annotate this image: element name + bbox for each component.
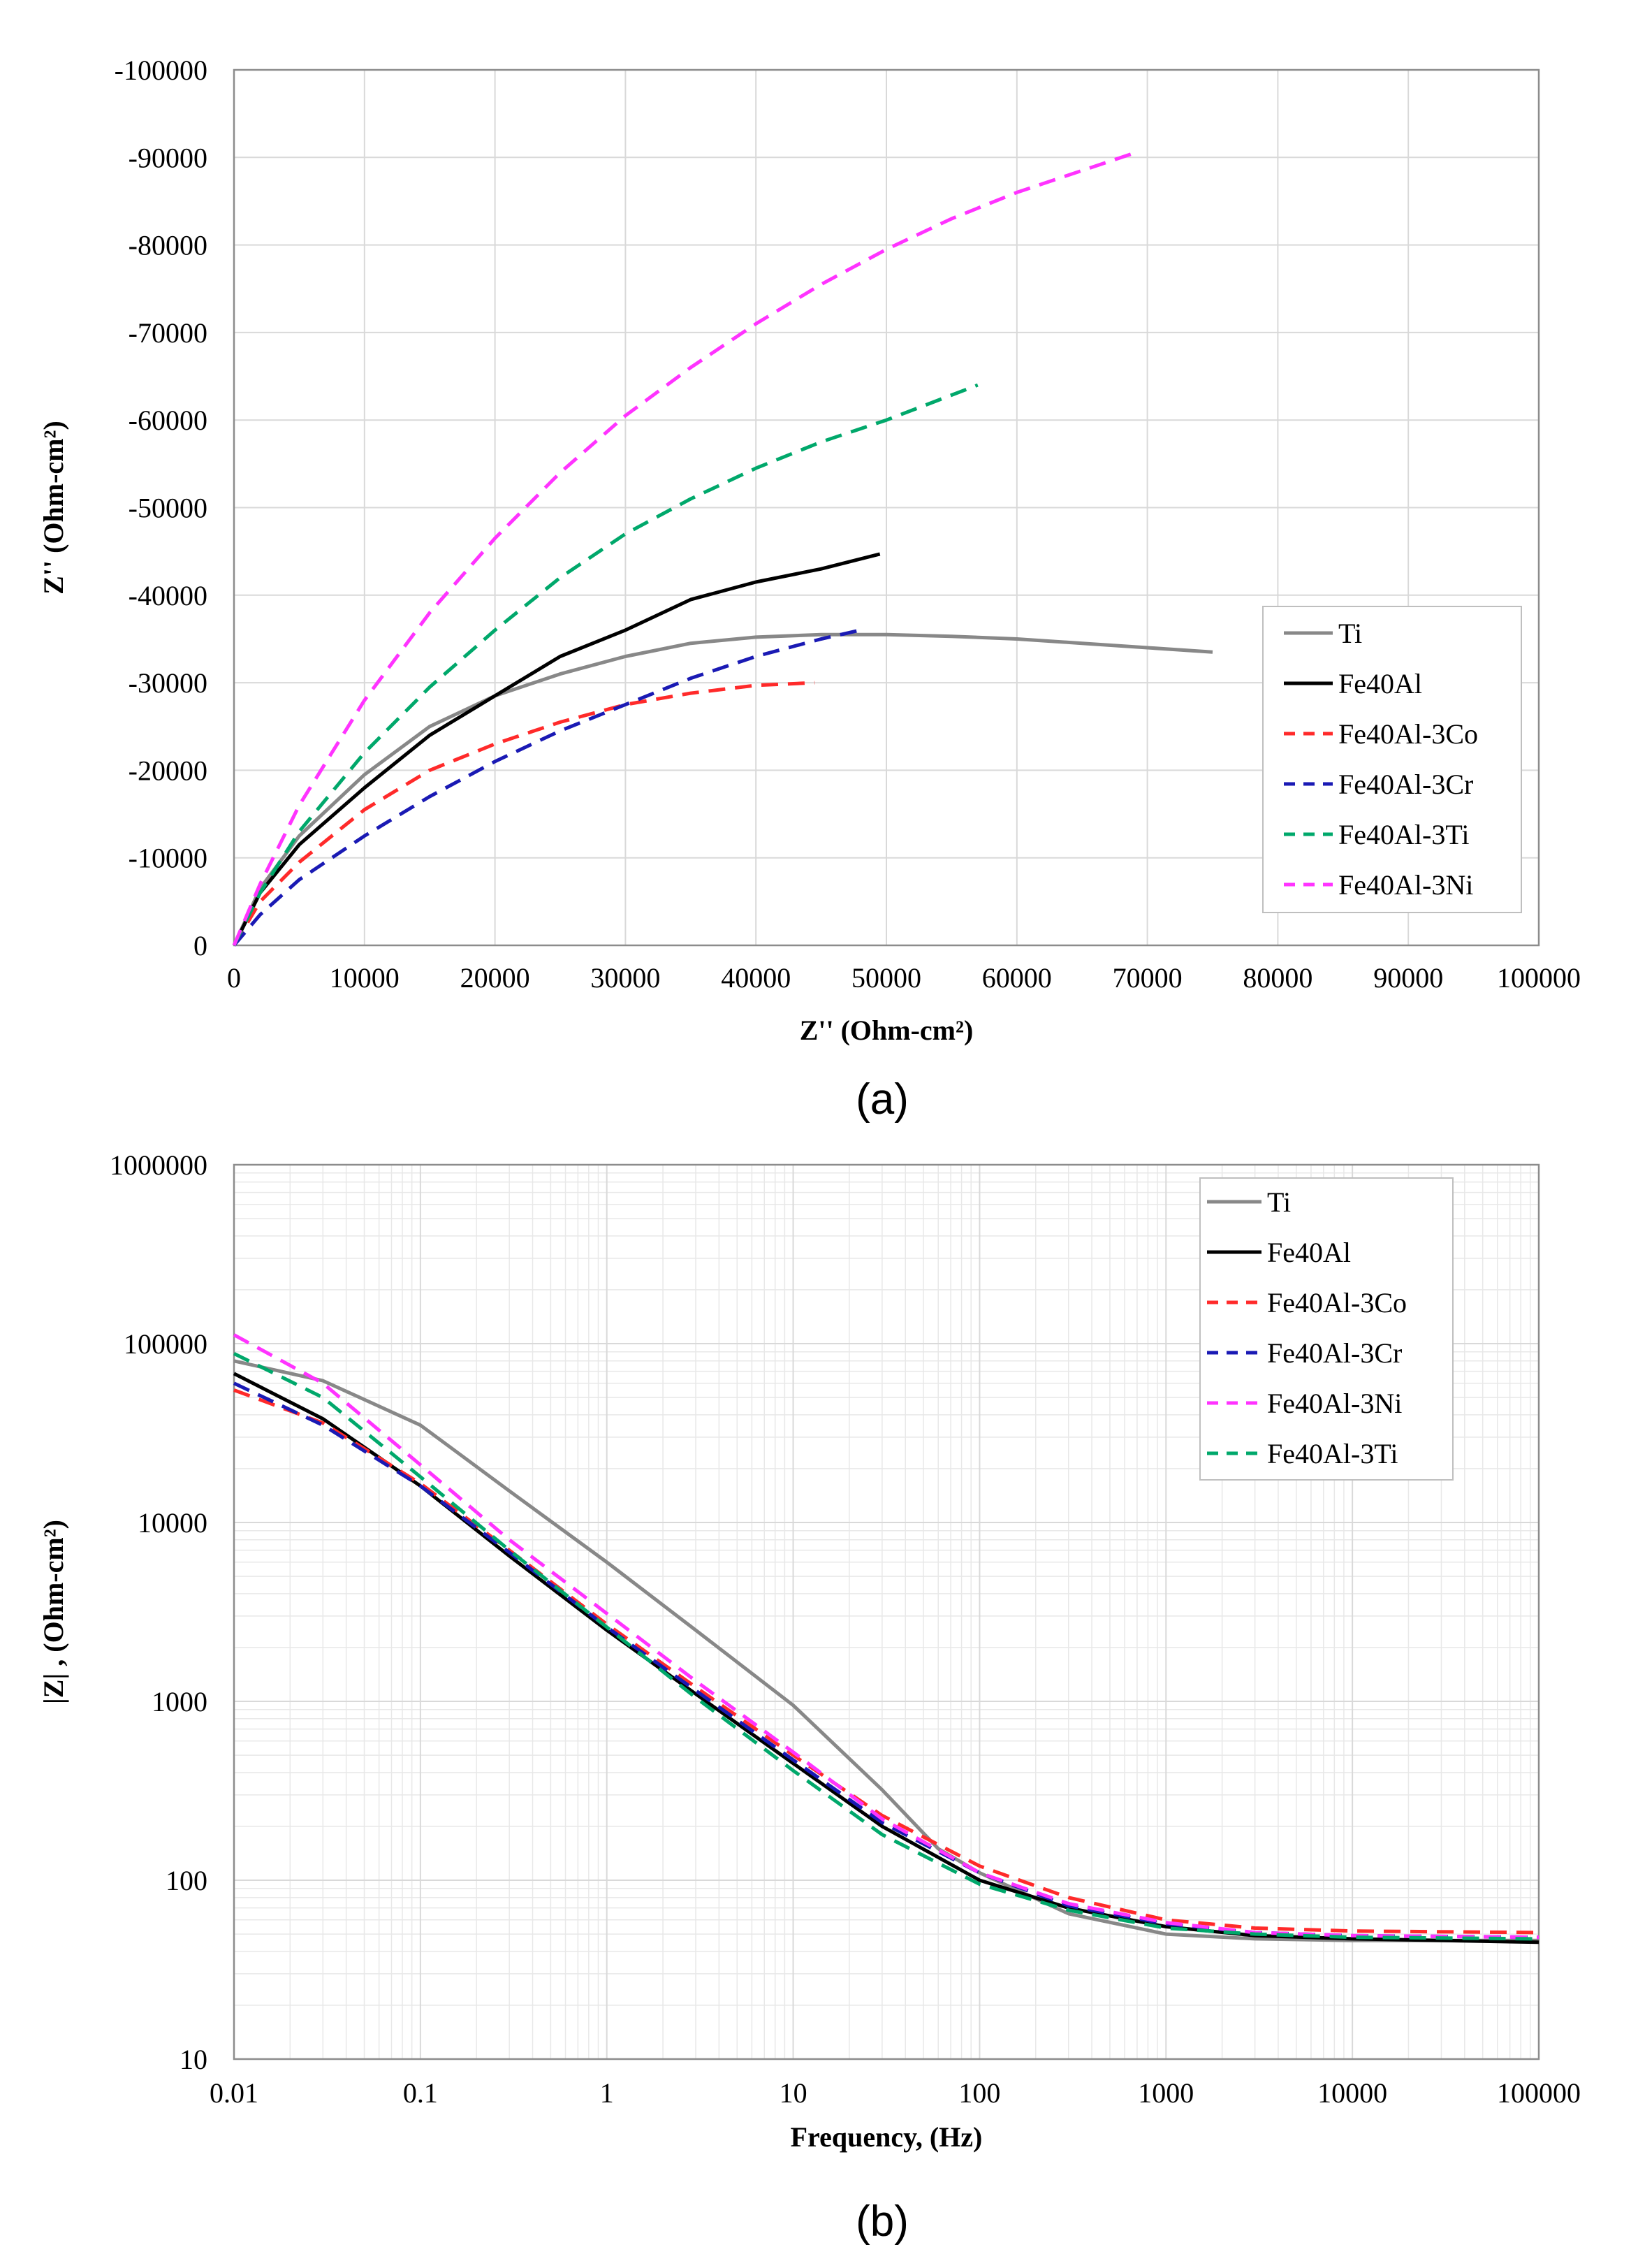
x-tick-label: 1000 <box>1138 2077 1194 2109</box>
series-line-fe40al-3cr <box>233 628 861 947</box>
series-line-ti <box>233 1359 1539 1942</box>
panel-b-bode-chart: 0.01 0.1 1 10 100 1000 10000 100000 10 100 1000 100… <box>38 1149 1581 2246</box>
x-tick-label: 50000 <box>851 962 921 994</box>
legend-label: Ti <box>1338 618 1362 649</box>
y-axis-label: |Z| , (Ohm-cm²) <box>38 1520 69 1704</box>
y-tick-label: -40000 <box>129 580 207 611</box>
series-line-ti <box>232 632 1213 947</box>
x-tick-label: 30000 <box>590 962 660 994</box>
plot-frame <box>233 68 1540 947</box>
legend <box>1199 1177 1454 1481</box>
x-tick-label: 60000 <box>982 962 1052 994</box>
legend-label: Fe40Al-3Cr <box>1338 769 1473 800</box>
y-tick-label: -100000 <box>115 54 207 86</box>
x-tick-label: 0 <box>227 962 241 994</box>
x-tick-label: 0.01 <box>210 2077 258 2109</box>
x-tick-label: 1 <box>600 2077 614 2109</box>
series-line-fe40al-3ti <box>232 383 979 947</box>
y-tick-label: 100000 <box>124 1328 207 1360</box>
y-tick-label: -90000 <box>129 142 207 173</box>
x-axis-label: Z'' (Ohm-cm²) <box>800 1015 974 1046</box>
x-tick-label: 20000 <box>460 962 530 994</box>
x-tick-label: 40000 <box>721 962 791 994</box>
y-tick-label: 10 <box>180 2044 207 2075</box>
x-tick-label: 10000 <box>1317 2077 1387 2109</box>
legend-label: Fe40Al-3Ni <box>1338 869 1473 901</box>
x-tick-label: 70000 <box>1113 962 1183 994</box>
y-tick-label: -60000 <box>129 405 207 436</box>
y-tick-label: -70000 <box>129 317 207 349</box>
y-axis-label: Z'' (Ohm-cm²) <box>38 421 69 595</box>
series-line-fe40al-3co <box>232 681 815 947</box>
y-tick-label: -80000 <box>129 230 207 261</box>
x-tick-label: 100000 <box>1497 2077 1581 2109</box>
series-line-fe40al-3ni <box>232 151 1135 946</box>
y-tick-label: -10000 <box>129 843 207 874</box>
x-tick-label: 80000 <box>1243 962 1312 994</box>
x-tick-label: 10000 <box>330 962 400 994</box>
legend-label: Fe40Al <box>1338 668 1422 699</box>
x-tick-label: 100000 <box>1497 962 1581 994</box>
y-tick-label: 0 <box>193 930 207 961</box>
x-tick-label: 90000 <box>1373 962 1443 994</box>
legend-label: Fe40Al-3Cr <box>1267 1337 1402 1369</box>
x-tick-label: 10 <box>780 2077 807 2109</box>
x-axis-label: Frequency, (Hz) <box>791 2121 983 2153</box>
panel-label: (a) <box>856 1075 909 1124</box>
y-tick-label: 10000 <box>138 1507 207 1539</box>
series-line-fe40al-3ti <box>233 1351 1539 1941</box>
legend <box>1262 606 1522 913</box>
legend-label: Fe40Al <box>1267 1237 1351 1268</box>
y-tick-label: 1000000 <box>110 1149 207 1181</box>
legend-label: Ti <box>1267 1186 1291 1218</box>
panel-label: (b) <box>856 2197 909 2246</box>
x-tick-label: 100 <box>958 2077 1000 2109</box>
series-line-fe40al-3cr <box>233 1381 1539 1940</box>
panel-a-nyquist-chart: 0 10000 20000 30000 40000 50000 60000 70000 8000… <box>38 54 1581 1124</box>
y-tick-label: -20000 <box>129 755 207 786</box>
y-tick-label: -50000 <box>129 493 207 524</box>
y-tick-label: 1000 <box>152 1686 207 1717</box>
legend-label: Fe40Al-3Ti <box>1267 1438 1398 1469</box>
y-tick-label: 100 <box>166 1865 207 1896</box>
y-tick-label: -30000 <box>129 667 207 699</box>
legend-label: Fe40Al-3Co <box>1267 1287 1407 1318</box>
series-line-fe40al-3ni <box>233 1333 1539 1940</box>
x-tick-label: 0.1 <box>403 2077 438 2109</box>
legend-label: Fe40Al-3Ni <box>1267 1388 1402 1419</box>
legend-label: Fe40Al-3Co <box>1338 718 1478 750</box>
legend-label: Fe40Al-3Ti <box>1338 819 1469 850</box>
series-line-fe40al <box>232 552 881 947</box>
plot-frame <box>233 1163 1540 2060</box>
